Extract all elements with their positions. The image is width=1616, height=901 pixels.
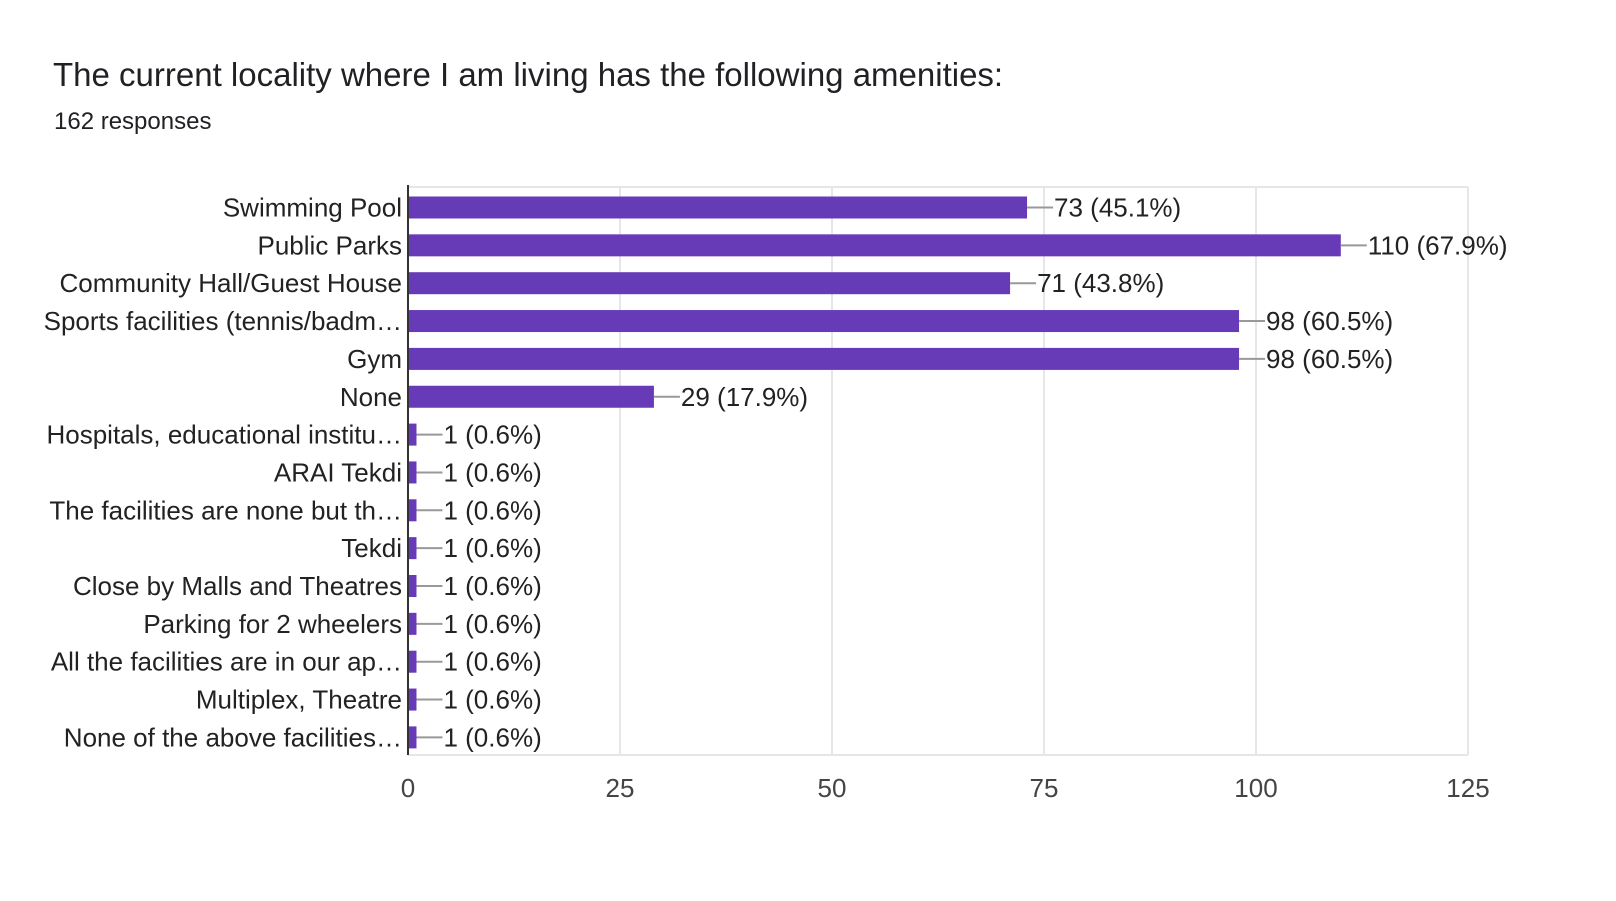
value-label: 71 (43.8%) xyxy=(1037,268,1164,298)
labels: 0 25 50 75 100 125 73 (45.1%) Swimming Pool 110 … xyxy=(44,193,1508,804)
value-label: 1 (0.6%) xyxy=(443,647,541,677)
value-label: 1 (0.6%) xyxy=(443,420,541,450)
value-label: 1 (0.6%) xyxy=(443,495,541,525)
x-tick-label: 75 xyxy=(1030,773,1059,803)
category-label: Sports facilities (tennis/badm… xyxy=(44,306,402,336)
response-count: 162 responses xyxy=(54,108,212,135)
bar[interactable] xyxy=(408,423,417,446)
bar[interactable] xyxy=(408,196,1028,219)
category-label: Parking for 2 wheelers xyxy=(143,609,402,639)
bar[interactable] xyxy=(408,688,417,711)
value-label: 98 (60.5%) xyxy=(1266,344,1393,374)
bar[interactable] xyxy=(408,461,417,484)
category-label: Close by Malls and Theatres xyxy=(73,571,402,601)
value-label: 1 (0.6%) xyxy=(443,457,541,487)
bar[interactable] xyxy=(408,385,654,408)
category-label: Tekdi xyxy=(341,533,402,563)
x-tick-label: 125 xyxy=(1446,773,1489,803)
value-label: 73 (45.1%) xyxy=(1054,193,1181,223)
bar[interactable] xyxy=(408,499,417,522)
bar[interactable] xyxy=(408,347,1240,370)
category-label: Swimming Pool xyxy=(223,193,402,223)
category-label: Public Parks xyxy=(258,230,403,260)
bar[interactable] xyxy=(408,234,1341,257)
value-label: 110 (67.9%) xyxy=(1368,230,1508,260)
x-tick-label: 100 xyxy=(1234,773,1277,803)
chart-title: The current locality where I am living h… xyxy=(53,56,1004,93)
bar[interactable] xyxy=(408,272,1011,295)
value-label: 1 (0.6%) xyxy=(443,685,541,715)
bar[interactable] xyxy=(408,650,417,673)
x-tick-label: 0 xyxy=(401,773,415,803)
value-label: 98 (60.5%) xyxy=(1266,306,1393,336)
bar[interactable] xyxy=(408,575,417,597)
bar[interactable] xyxy=(408,726,417,749)
category-label: All the facilities are in our ap… xyxy=(51,647,402,677)
value-label: 29 (17.9%) xyxy=(681,382,808,412)
x-tick-label: 25 xyxy=(606,773,635,803)
value-label: 1 (0.6%) xyxy=(443,533,541,563)
x-tick-label: 50 xyxy=(818,773,847,803)
value-label: 1 (0.6%) xyxy=(443,609,541,639)
bars xyxy=(408,196,1341,749)
category-label: Multiplex, Theatre xyxy=(196,685,402,715)
leader-lines xyxy=(416,206,1367,739)
category-label: Hospitals, educational institu… xyxy=(46,420,402,450)
value-label: 1 (0.6%) xyxy=(443,722,541,752)
category-label: ARAI Tekdi xyxy=(274,457,402,487)
category-label: None of the above facilities… xyxy=(64,722,402,752)
bar[interactable] xyxy=(408,537,417,560)
value-label: 1 (0.6%) xyxy=(443,571,541,601)
bar[interactable] xyxy=(408,310,1240,333)
category-label: The facilities are none but th… xyxy=(49,495,402,525)
category-label: None xyxy=(340,382,402,412)
bar[interactable] xyxy=(408,612,417,635)
category-label: Gym xyxy=(347,344,402,374)
category-label: Community Hall/Guest House xyxy=(60,268,402,298)
grid-lines xyxy=(408,186,1469,756)
